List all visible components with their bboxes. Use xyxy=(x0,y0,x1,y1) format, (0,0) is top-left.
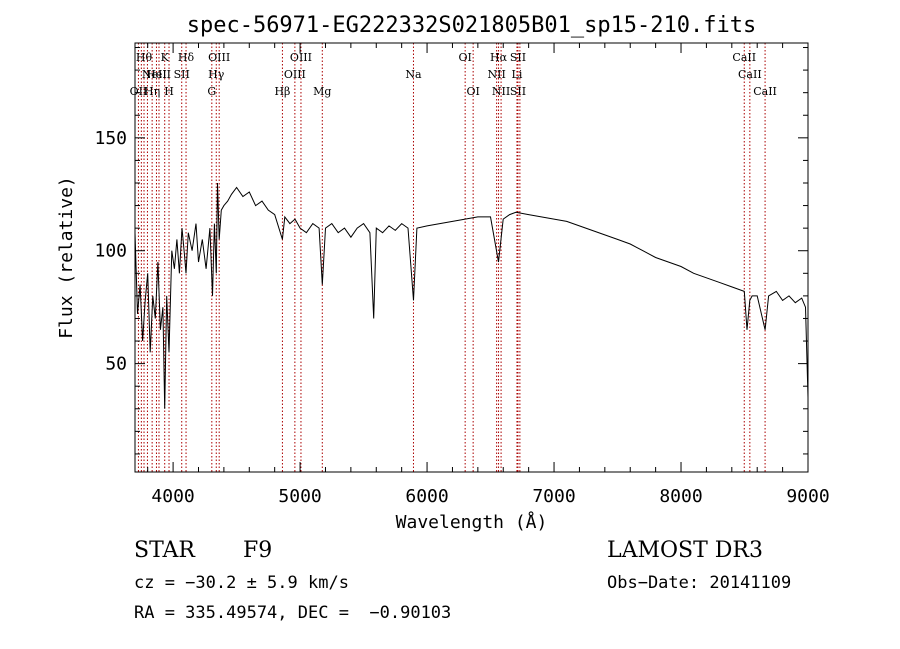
plot-frame xyxy=(134,42,809,473)
obs-date: Obs−Date: 20141109 xyxy=(607,573,792,593)
survey-name: LAMOST DR3 xyxy=(607,538,763,563)
line-label: CaII xyxy=(753,85,777,98)
object-class: STAR xyxy=(134,538,195,563)
x-tick-label: 8000 xyxy=(659,486,702,507)
ra-dec: RA = 335.49574, DEC = −0.90103 xyxy=(134,603,452,623)
x-tick-label: 7000 xyxy=(532,486,575,507)
line-label: OIII xyxy=(290,51,312,64)
x-tick-label: 4000 xyxy=(151,486,194,507)
line-label: SII xyxy=(510,51,526,64)
line-label: OI xyxy=(458,51,471,64)
y-axis-label: Flux (relative) xyxy=(56,176,77,339)
line-label: Hβ xyxy=(274,85,290,98)
line-label: OII xyxy=(130,85,148,98)
line-label: Hα xyxy=(490,51,508,64)
line-label: NII xyxy=(492,85,510,98)
line-label: G xyxy=(207,85,216,98)
line-label: H xyxy=(164,85,174,98)
line-label: SII xyxy=(174,68,190,81)
line-label: HeI xyxy=(146,68,166,81)
line-label: Hδ xyxy=(178,51,195,64)
line-label: Hη xyxy=(144,85,160,98)
line-label: Mg xyxy=(313,85,331,98)
x-axis-label: Wavelength (Å) xyxy=(396,511,548,533)
line-label: Hθ xyxy=(136,51,153,64)
x-tick-label: 9000 xyxy=(786,486,829,507)
line-label: CaII xyxy=(732,51,756,64)
redshift-text: cz = −30.2 ± 5.9 km/s xyxy=(134,573,349,593)
line-label: OIII xyxy=(284,68,306,81)
y-tick-label: 100 xyxy=(94,241,127,262)
line-label: K xyxy=(161,51,170,64)
x-tick-label: 5000 xyxy=(278,486,321,507)
line-label: Li xyxy=(512,68,523,81)
line-label: NeIII xyxy=(142,68,171,81)
y-tick-label: 50 xyxy=(105,354,127,375)
x-tick-label: 6000 xyxy=(405,486,448,507)
chart-title: spec-56971-EG222332S021805B01_sp15-210.f… xyxy=(187,13,757,38)
line-label: CaII xyxy=(738,68,762,81)
object-subclass: F9 xyxy=(243,538,273,563)
line-label: OIII xyxy=(208,51,230,64)
y-tick-label: 150 xyxy=(94,128,127,149)
line-label: Hγ xyxy=(208,68,225,81)
line-label: Na xyxy=(405,68,422,81)
line-label: NII xyxy=(487,68,505,81)
spectrum-line xyxy=(134,182,809,409)
line-label: SII xyxy=(510,85,526,98)
line-label: OI xyxy=(466,85,479,98)
